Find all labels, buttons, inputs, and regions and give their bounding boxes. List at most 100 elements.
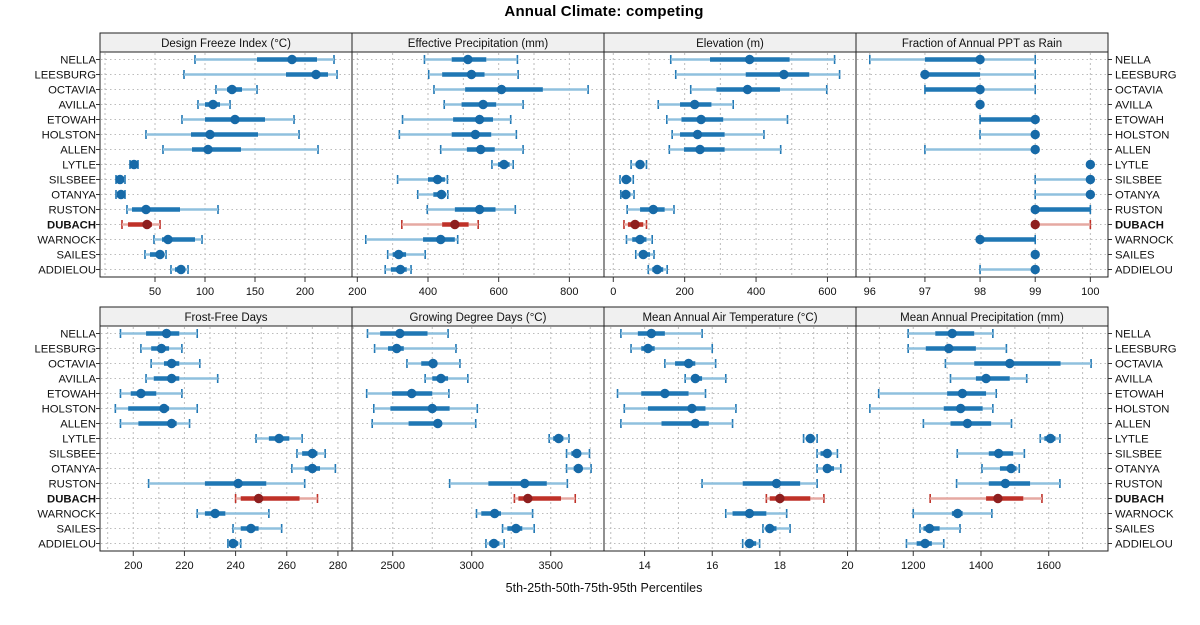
station-label-right: AVILLA	[1115, 100, 1153, 112]
x-tick-label: 150	[246, 286, 264, 298]
percentile-row-octavia	[664, 358, 717, 369]
percentile-row-leesburg	[920, 69, 1037, 80]
median-dot	[436, 189, 447, 200]
station-label-right: ADDIELOU	[1115, 539, 1173, 551]
percentile-row-sailes	[634, 249, 655, 260]
percentile-row-lytle	[630, 159, 648, 170]
median-dot	[947, 328, 957, 339]
x-tick-label: 16	[706, 560, 718, 572]
percentile-row-nella	[620, 328, 703, 339]
strip-title: Elevation (m)	[696, 38, 764, 50]
x-tick-label: 3000	[460, 560, 484, 572]
median-dot	[695, 144, 705, 155]
percentile-row-avilla	[657, 99, 735, 110]
median-dot	[233, 478, 243, 489]
percentile-row-otanya	[291, 463, 337, 474]
median-dot	[203, 144, 213, 155]
x-tick-label: 220	[175, 560, 193, 572]
x-tick-label: 50	[149, 286, 161, 298]
percentile-row-otanya	[816, 463, 842, 474]
percentile-row-ruston	[626, 204, 675, 215]
percentile-row-warnock	[625, 234, 653, 245]
station-label-right: ALLEN	[1115, 419, 1151, 431]
percentile-row-lytle	[255, 433, 303, 444]
median-dot	[975, 84, 985, 95]
percentile-row-etowah	[979, 114, 1040, 125]
percentile-row-octavia	[215, 84, 258, 95]
median-dot	[696, 114, 706, 125]
median-dot	[393, 249, 404, 260]
median-dot	[779, 69, 789, 80]
station-label-left: LEESBURG	[34, 70, 96, 82]
median-dot	[981, 373, 991, 384]
percentile-row-ruston	[448, 478, 569, 489]
median-dot	[630, 219, 640, 230]
median-dot	[474, 114, 485, 125]
percentile-row-holston	[869, 403, 994, 414]
percentile-row-lytle	[491, 159, 514, 170]
median-dot	[1006, 463, 1016, 474]
median-dot	[478, 99, 488, 110]
station-label-left: SAILES	[56, 250, 96, 262]
median-dot	[957, 388, 968, 399]
median-dot	[489, 508, 500, 519]
percentile-row-avilla	[197, 99, 231, 110]
median-dot	[287, 54, 297, 65]
median-dot	[246, 523, 256, 534]
station-label-right: RUSTON	[1115, 479, 1163, 491]
percentile-row-etowah	[365, 388, 450, 399]
percentile-row-nella	[868, 54, 1037, 65]
median-dot	[142, 219, 152, 230]
station-label-right: LEESBURG	[1115, 344, 1177, 356]
percentile-row-dubach	[513, 493, 577, 504]
percentile-row-leesburg	[674, 69, 841, 80]
median-dot	[771, 478, 782, 489]
median-dot	[1045, 433, 1056, 444]
station-label-right: LEESBURG	[1115, 70, 1177, 82]
percentile-row-leesburg	[140, 343, 183, 354]
median-dot	[519, 478, 530, 489]
station-label-right: DUBACH	[1115, 220, 1164, 232]
median-dot	[687, 403, 697, 414]
x-tick-label: 280	[329, 560, 347, 572]
median-dot	[307, 448, 318, 459]
station-label-right: WARNOCK	[1115, 509, 1174, 521]
median-dot	[116, 189, 126, 200]
median-dot	[621, 174, 631, 185]
median-dot	[944, 343, 954, 354]
percentile-row-silsbee	[115, 174, 126, 185]
median-dot	[690, 373, 701, 384]
percentile-row-sailes	[501, 523, 535, 534]
median-dot	[621, 189, 631, 200]
median-dot	[692, 129, 703, 140]
percentile-row-allen	[668, 144, 782, 155]
station-label-left: LYTLE	[62, 160, 96, 172]
median-dot	[920, 538, 930, 549]
station-label-left: WARNOCK	[37, 509, 96, 521]
median-dot	[428, 358, 438, 369]
station-label-right: AVILLA	[1115, 374, 1153, 386]
percentile-row-silsbee	[956, 448, 1026, 459]
percentile-row-nella	[119, 328, 199, 339]
median-dot	[166, 358, 177, 369]
median-dot	[1030, 204, 1040, 215]
median-dot	[1000, 478, 1011, 489]
percentile-row-addielou	[384, 264, 412, 275]
panel-fraction-of-annual-ppt-as-rain: Fraction of Annual PPT as Rain 96 97 98 99 10…	[855, 32, 1177, 298]
median-dot	[962, 418, 973, 429]
station-label-left: AVILLA	[59, 374, 97, 386]
percentile-row-otanya	[115, 189, 126, 200]
percentile-row-nella	[907, 328, 994, 339]
percentile-row-holston	[145, 129, 300, 140]
station-label-right: LYTLE	[1115, 160, 1149, 172]
percentile-row-leesburg	[373, 343, 457, 354]
median-dot	[1030, 264, 1040, 275]
station-label-left: OCTAVIA	[48, 85, 96, 97]
x-axis-caption: 5th-25th-50th-75th-95th Percentiles	[505, 581, 703, 595]
x-tick-label: 400	[747, 286, 765, 298]
station-label-right: ETOWAH	[1115, 389, 1164, 401]
median-dot	[648, 204, 658, 215]
station-label-left: SAILES	[56, 524, 96, 536]
median-dot	[1030, 249, 1040, 260]
